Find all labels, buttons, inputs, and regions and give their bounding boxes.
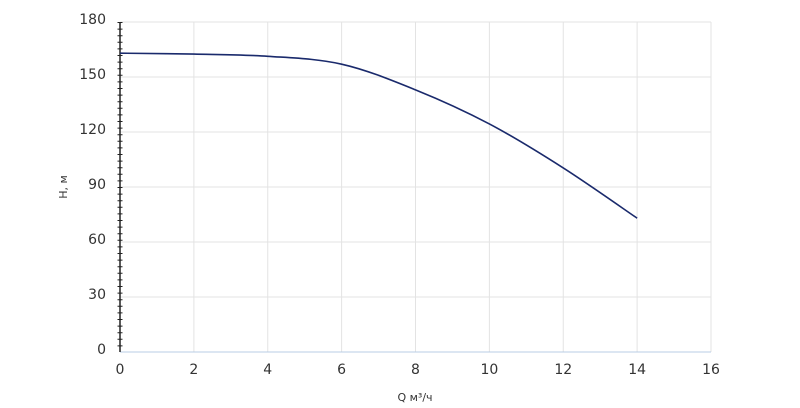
x-tick-label: 12: [554, 362, 572, 378]
data-line: [119, 52, 638, 219]
y-tick-label: 90: [88, 177, 106, 193]
y-tick-label: 120: [79, 122, 106, 138]
x-tick-label: 8: [411, 362, 420, 378]
x-tick-label: 4: [263, 362, 272, 378]
x-tick-label: 16: [702, 362, 720, 378]
y-tick-label: 30: [88, 287, 106, 303]
y-axis-title: H, м: [57, 175, 70, 199]
y-tick-label: 150: [79, 67, 106, 83]
x-tick-label: 0: [116, 362, 125, 378]
y-tick-label: 0: [97, 342, 106, 358]
x-tick-label: 14: [628, 362, 646, 378]
y-tick-label: 60: [88, 232, 106, 248]
x-tick-label: 2: [189, 362, 198, 378]
x-tick-label: 6: [337, 362, 346, 378]
y-tick-label: 180: [79, 12, 106, 28]
x-axis-title: Q м³/ч: [397, 391, 432, 404]
x-tick-label: 10: [480, 362, 498, 378]
